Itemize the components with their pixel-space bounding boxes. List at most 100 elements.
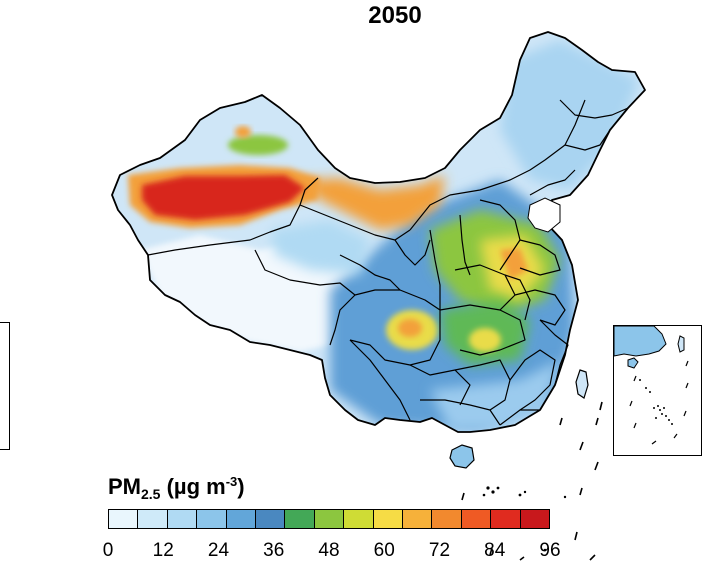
colorbar-swatch (109, 510, 139, 528)
island-dot (523, 490, 527, 494)
sea-dash-8 (589, 554, 596, 561)
bohai-bay (527, 197, 561, 233)
island-dot (563, 495, 567, 499)
boundary-hebei (479, 199, 521, 271)
boundary-shandong (519, 239, 561, 276)
inset-dot (665, 415, 667, 417)
south-china-sea-marks (461, 401, 603, 561)
qinghai-field (270, 220, 370, 275)
colorbar-swatch (344, 510, 374, 528)
boundary-shaanxi (429, 229, 441, 310)
legend-label-unit-open: (µg m (160, 474, 226, 499)
boundary-innermongolia (409, 99, 586, 231)
inset-hainan (627, 357, 639, 369)
inset-dot (661, 413, 663, 415)
colorbar-swatch (285, 510, 315, 528)
inset-dot (657, 405, 659, 407)
inset-coast (614, 326, 667, 357)
colorbar-tick-label: 36 (263, 540, 285, 561)
boundary-ningxia (394, 239, 431, 266)
inset-dash (683, 410, 687, 417)
colorbar-swatch (432, 510, 462, 528)
island-dot (482, 493, 486, 497)
taklimakan-core (142, 175, 305, 220)
boundary-anhui (504, 274, 531, 321)
inset-dot (663, 407, 665, 409)
boundary-gansu (299, 204, 411, 241)
island-dot (518, 493, 522, 497)
colorbar-tick-label: 84 (484, 540, 506, 561)
inset-dot (655, 417, 657, 419)
colorbar-tick-label: 24 (207, 540, 230, 561)
inset-dot (653, 407, 655, 409)
dzungaria-core (235, 126, 251, 138)
boundary-qinghai-east (339, 254, 401, 291)
boundary-guangdong (499, 409, 540, 426)
boundary-jiangxi (509, 349, 556, 411)
colorbar-swatch (256, 510, 286, 528)
colorbar-swatch (403, 510, 433, 528)
legend-label-superscript: -3 (225, 474, 238, 489)
colorbar-swatch (491, 510, 521, 528)
boundary-guangxi (420, 399, 501, 426)
china-outline (111, 31, 646, 433)
sea-dash-2 (579, 441, 584, 451)
sea-dash-7 (574, 531, 578, 541)
legend-label-main: PM (108, 474, 141, 499)
boundary-heilongjiang (559, 99, 629, 119)
colorbar-swatch (138, 510, 168, 528)
boundary-jiangsu (514, 289, 566, 326)
inset-dash (685, 360, 689, 367)
boundary-jilin (564, 129, 611, 151)
island-dot (486, 486, 490, 490)
colorbar-swatch (226, 510, 257, 528)
south-field (430, 360, 560, 430)
legend-label-subscript: 2.5 (141, 486, 161, 502)
sea-dash-5 (595, 417, 599, 426)
colorbar-tick-label: 96 (539, 540, 561, 561)
boundary-zhejiang-fujian (539, 319, 569, 386)
boundary-liaoning (529, 169, 576, 196)
sea-dash-9 (519, 556, 525, 561)
colorbar-tick-label: 72 (428, 540, 451, 561)
colorbar-tick-label: 12 (152, 540, 174, 561)
colorbar-swatch (520, 510, 550, 528)
legend-label-unit-close: ) (237, 474, 245, 499)
colorbar-tick-label: 0 (102, 540, 114, 561)
inset-dot (668, 419, 670, 421)
inset-taiwan (677, 335, 685, 353)
inset-dash (633, 375, 637, 382)
colorbar-tick-label: 60 (373, 540, 395, 561)
hainan-island (449, 444, 475, 469)
sea-dash-1 (559, 417, 563, 426)
boundary-sichuan (349, 289, 441, 366)
island-dot (491, 490, 495, 494)
sea-dash-6 (579, 487, 583, 496)
map-title: 2050 (368, 2, 422, 29)
inset-dash (685, 382, 689, 389)
north-desert-field (300, 175, 445, 230)
colorbar (108, 509, 550, 529)
island-dot (543, 548, 547, 552)
sea-dash-3 (594, 461, 599, 471)
inset-dot (639, 379, 641, 381)
boundary-hubei (439, 304, 526, 356)
boundary-yunnan (349, 339, 411, 421)
boundary-xinjiang (147, 177, 319, 256)
inset-dash (673, 433, 678, 439)
province-boundaries (147, 99, 629, 426)
island-clusters (482, 486, 567, 552)
north-plain-hot (500, 248, 528, 280)
sea-dash-4 (599, 401, 603, 411)
colorbar-swatch (197, 510, 227, 528)
boundary-shanxi (459, 214, 471, 276)
inset-dash (629, 400, 633, 407)
inset-dot (649, 391, 651, 393)
inset-dot (659, 409, 661, 411)
inset-map (614, 326, 689, 445)
sea-dash-11 (461, 492, 465, 501)
legend-label: PM2.5 (µg m-3) (108, 474, 245, 502)
colorbar-swatch (314, 510, 345, 528)
